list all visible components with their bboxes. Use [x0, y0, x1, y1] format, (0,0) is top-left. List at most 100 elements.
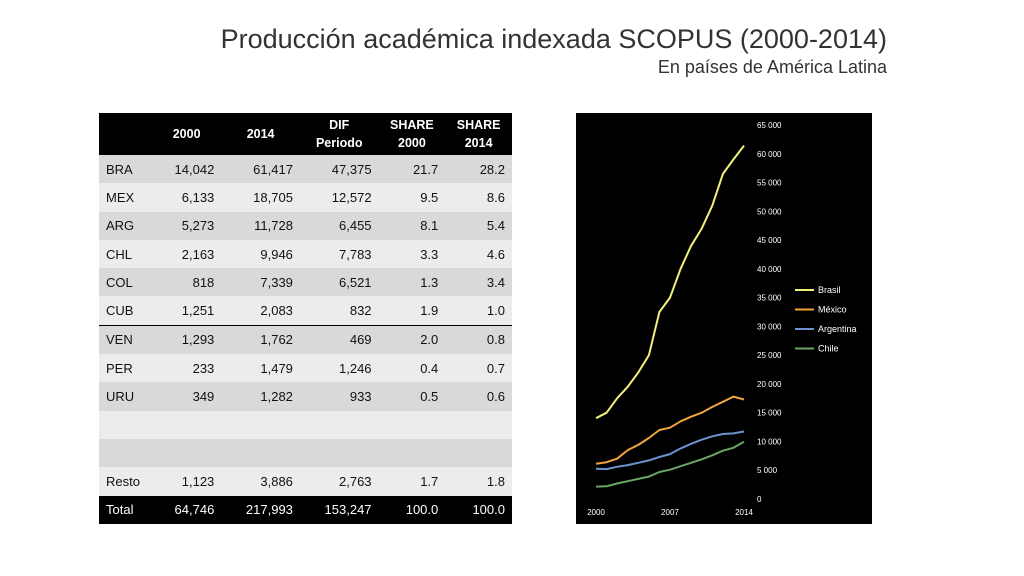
row-label: COL — [99, 268, 152, 297]
table-row: ARG 5,273 11,728 6,455 8.1 5.4 — [99, 211, 512, 240]
table-row: BRA 14,042 61,417 47,375 21.7 28.2 — [99, 155, 512, 184]
table-cell — [378, 438, 446, 468]
table-cell: 1,762 — [221, 324, 300, 355]
table-cell: 1.7 — [378, 467, 446, 496]
table-cell: 8.1 — [378, 211, 446, 240]
row-label — [99, 438, 152, 468]
table-cell: 1.0 — [445, 296, 512, 326]
table-cell: 1,123 — [152, 467, 222, 496]
table-cell — [152, 438, 222, 468]
table-row — [99, 410, 512, 439]
table-cell: 469 — [299, 324, 379, 355]
table-cell: 3.3 — [378, 239, 446, 269]
table-cell: 3,886 — [221, 467, 300, 496]
row-label: CUB — [99, 296, 152, 326]
table-cell: 11,728 — [221, 211, 300, 240]
table-cell: 933 — [299, 382, 379, 411]
table-cell: 1.8 — [445, 467, 512, 496]
total-row: Total 64,746 217,993 153,247 100.0 100.0 — [99, 495, 512, 524]
total-cell: 100.0 — [378, 495, 446, 524]
total-cell: 153,247 — [299, 495, 379, 524]
header-cell: SHARE 2014 — [445, 113, 512, 155]
table-cell: 0.8 — [445, 324, 512, 355]
table-cell: 4.6 — [445, 239, 512, 269]
row-label: BRA — [99, 155, 152, 184]
table-cell: 6,133 — [152, 183, 222, 212]
series-line-chile — [595, 440, 745, 488]
page-subtitle: En países de América Latina — [657, 57, 887, 77]
table-cell: 7,339 — [221, 268, 300, 297]
table-row: VEN 1,293 1,762 469 2.0 0.8 — [99, 324, 512, 355]
table-cell: 0.5 — [378, 382, 446, 411]
row-label: CHL — [99, 239, 152, 269]
table-row: PER 233 1,479 1,246 0.4 0.7 — [99, 354, 512, 383]
table-cell: 832 — [299, 296, 379, 326]
table-cell — [221, 410, 300, 439]
table-cell: 1,282 — [221, 382, 300, 411]
y-tick-label: 60 000 — [757, 150, 782, 159]
table-cell: 2,763 — [299, 467, 379, 496]
table-row: CHL 2,163 9,946 7,783 3.3 4.6 — [99, 239, 512, 269]
row-label — [99, 410, 152, 439]
header-cell: 2000 — [152, 113, 222, 155]
series-line-méxico — [595, 395, 745, 465]
table-cell: 0.6 — [445, 382, 512, 411]
table-cell: 2,163 — [152, 239, 222, 269]
y-tick-label: 35 000 — [757, 294, 782, 303]
x-tick-label: 2000 — [587, 508, 605, 517]
table-cell — [445, 410, 512, 439]
y-tick-label: 20 000 — [757, 380, 782, 389]
series-line-argentina — [595, 430, 745, 471]
total-cell: 64,746 — [152, 495, 222, 524]
row-label: MEX — [99, 183, 152, 212]
table-cell: 5,273 — [152, 211, 222, 240]
table-cell: 28.2 — [445, 155, 512, 184]
table-cell — [221, 438, 300, 468]
table-cell: 6,521 — [299, 268, 379, 297]
table-cell: 1.3 — [378, 268, 446, 297]
title-block: Producción académica indexada SCOPUS (20… — [221, 22, 887, 78]
header-cell: DIF Periodo — [299, 113, 379, 155]
table-cell: 8.6 — [445, 183, 512, 212]
table-cell: 2.0 — [378, 324, 446, 355]
table-cell: 9.5 — [378, 183, 446, 212]
y-tick-label: 55 000 — [757, 179, 782, 188]
y-tick-label: 30 000 — [757, 322, 782, 331]
y-tick-label: 40 000 — [757, 265, 782, 274]
y-tick-label: 0 — [757, 495, 762, 504]
table-row: COL 818 7,339 6,521 1.3 3.4 — [99, 268, 512, 297]
table-cell: 12,572 — [299, 183, 379, 212]
y-tick-label: 10 000 — [757, 437, 782, 446]
table-cell — [445, 438, 512, 468]
table-cell — [152, 410, 222, 439]
legend-label: Chile — [818, 344, 839, 354]
row-label: ARG — [99, 211, 152, 240]
table-cell: 1.9 — [378, 296, 446, 326]
table-cell: 14,042 — [152, 155, 222, 184]
y-tick-label: 50 000 — [757, 207, 782, 216]
table-cell: 349 — [152, 382, 222, 411]
chart-background — [576, 113, 872, 524]
table-row: URU 349 1,282 933 0.5 0.6 — [99, 382, 512, 411]
table-cell: 7,783 — [299, 239, 379, 269]
row-label: VEN — [99, 324, 152, 355]
legend-label: Brasil — [818, 285, 841, 295]
line-chart: 0 5 000 10 000 15 000 20 000 25 000 30 000 35 0… — [576, 113, 872, 524]
total-label: Total — [99, 495, 152, 524]
row-label: Resto — [99, 467, 152, 496]
table-cell: 61,417 — [221, 155, 300, 184]
table-cell: 1,479 — [221, 354, 300, 383]
y-tick-label: 5 000 — [757, 466, 778, 475]
table-cell: 21.7 — [378, 155, 446, 184]
header-cell: SHARE 2000 — [378, 113, 446, 155]
table-cell: 818 — [152, 268, 222, 297]
table-cell: 18,705 — [221, 183, 300, 212]
table-cell: 47,375 — [299, 155, 379, 184]
table-cell: 0.7 — [445, 354, 512, 383]
table-cell: 6,455 — [299, 211, 379, 240]
page-title: Producción académica indexada SCOPUS (20… — [220, 24, 887, 54]
x-tick-label: 2014 — [735, 508, 753, 517]
y-tick-label: 45 000 — [757, 236, 782, 245]
header-cell: 2014 — [221, 113, 300, 155]
total-cell: 217,993 — [221, 495, 300, 524]
